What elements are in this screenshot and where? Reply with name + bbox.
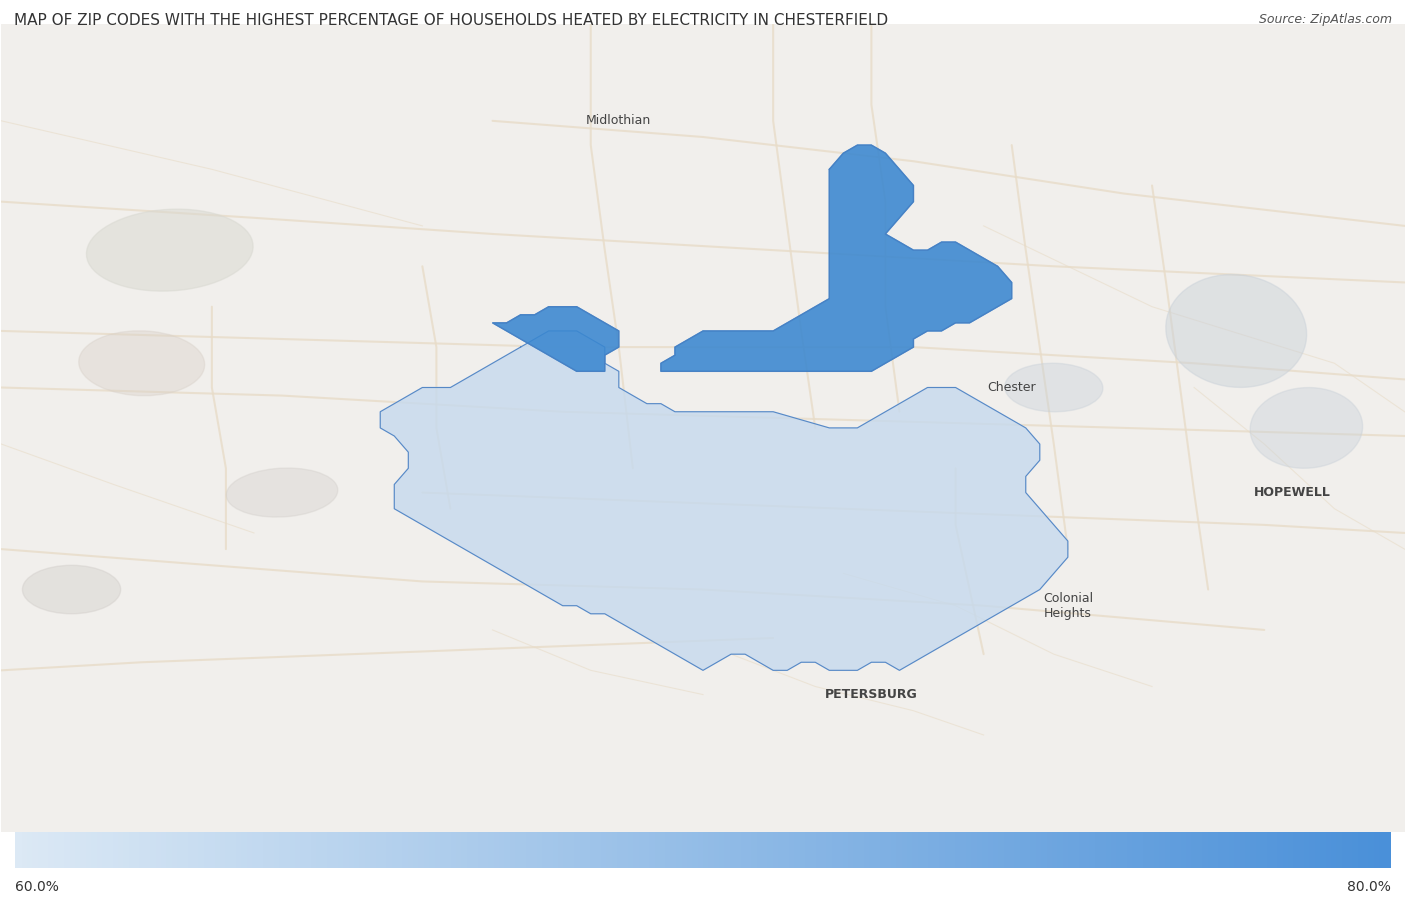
- Ellipse shape: [79, 331, 205, 396]
- Text: MAP OF ZIP CODES WITH THE HIGHEST PERCENTAGE OF HOUSEHOLDS HEATED BY ELECTRICITY: MAP OF ZIP CODES WITH THE HIGHEST PERCEN…: [14, 13, 889, 29]
- Text: 80.0%: 80.0%: [1347, 880, 1391, 895]
- Ellipse shape: [86, 209, 253, 291]
- Ellipse shape: [226, 468, 337, 517]
- Text: Colonial
Heights: Colonial Heights: [1043, 592, 1092, 619]
- Text: HOPEWELL: HOPEWELL: [1254, 486, 1331, 499]
- Text: 60.0%: 60.0%: [15, 880, 59, 895]
- Ellipse shape: [1250, 387, 1362, 468]
- Polygon shape: [492, 307, 619, 371]
- Text: Midlothian: Midlothian: [586, 114, 651, 128]
- Ellipse shape: [1166, 274, 1306, 387]
- Ellipse shape: [1005, 363, 1102, 412]
- Polygon shape: [661, 145, 1012, 371]
- Ellipse shape: [22, 565, 121, 614]
- Text: Source: ZipAtlas.com: Source: ZipAtlas.com: [1258, 13, 1392, 26]
- Polygon shape: [380, 331, 1067, 671]
- Text: PETERSBURG: PETERSBURG: [825, 688, 918, 701]
- Text: Chester: Chester: [987, 381, 1036, 394]
